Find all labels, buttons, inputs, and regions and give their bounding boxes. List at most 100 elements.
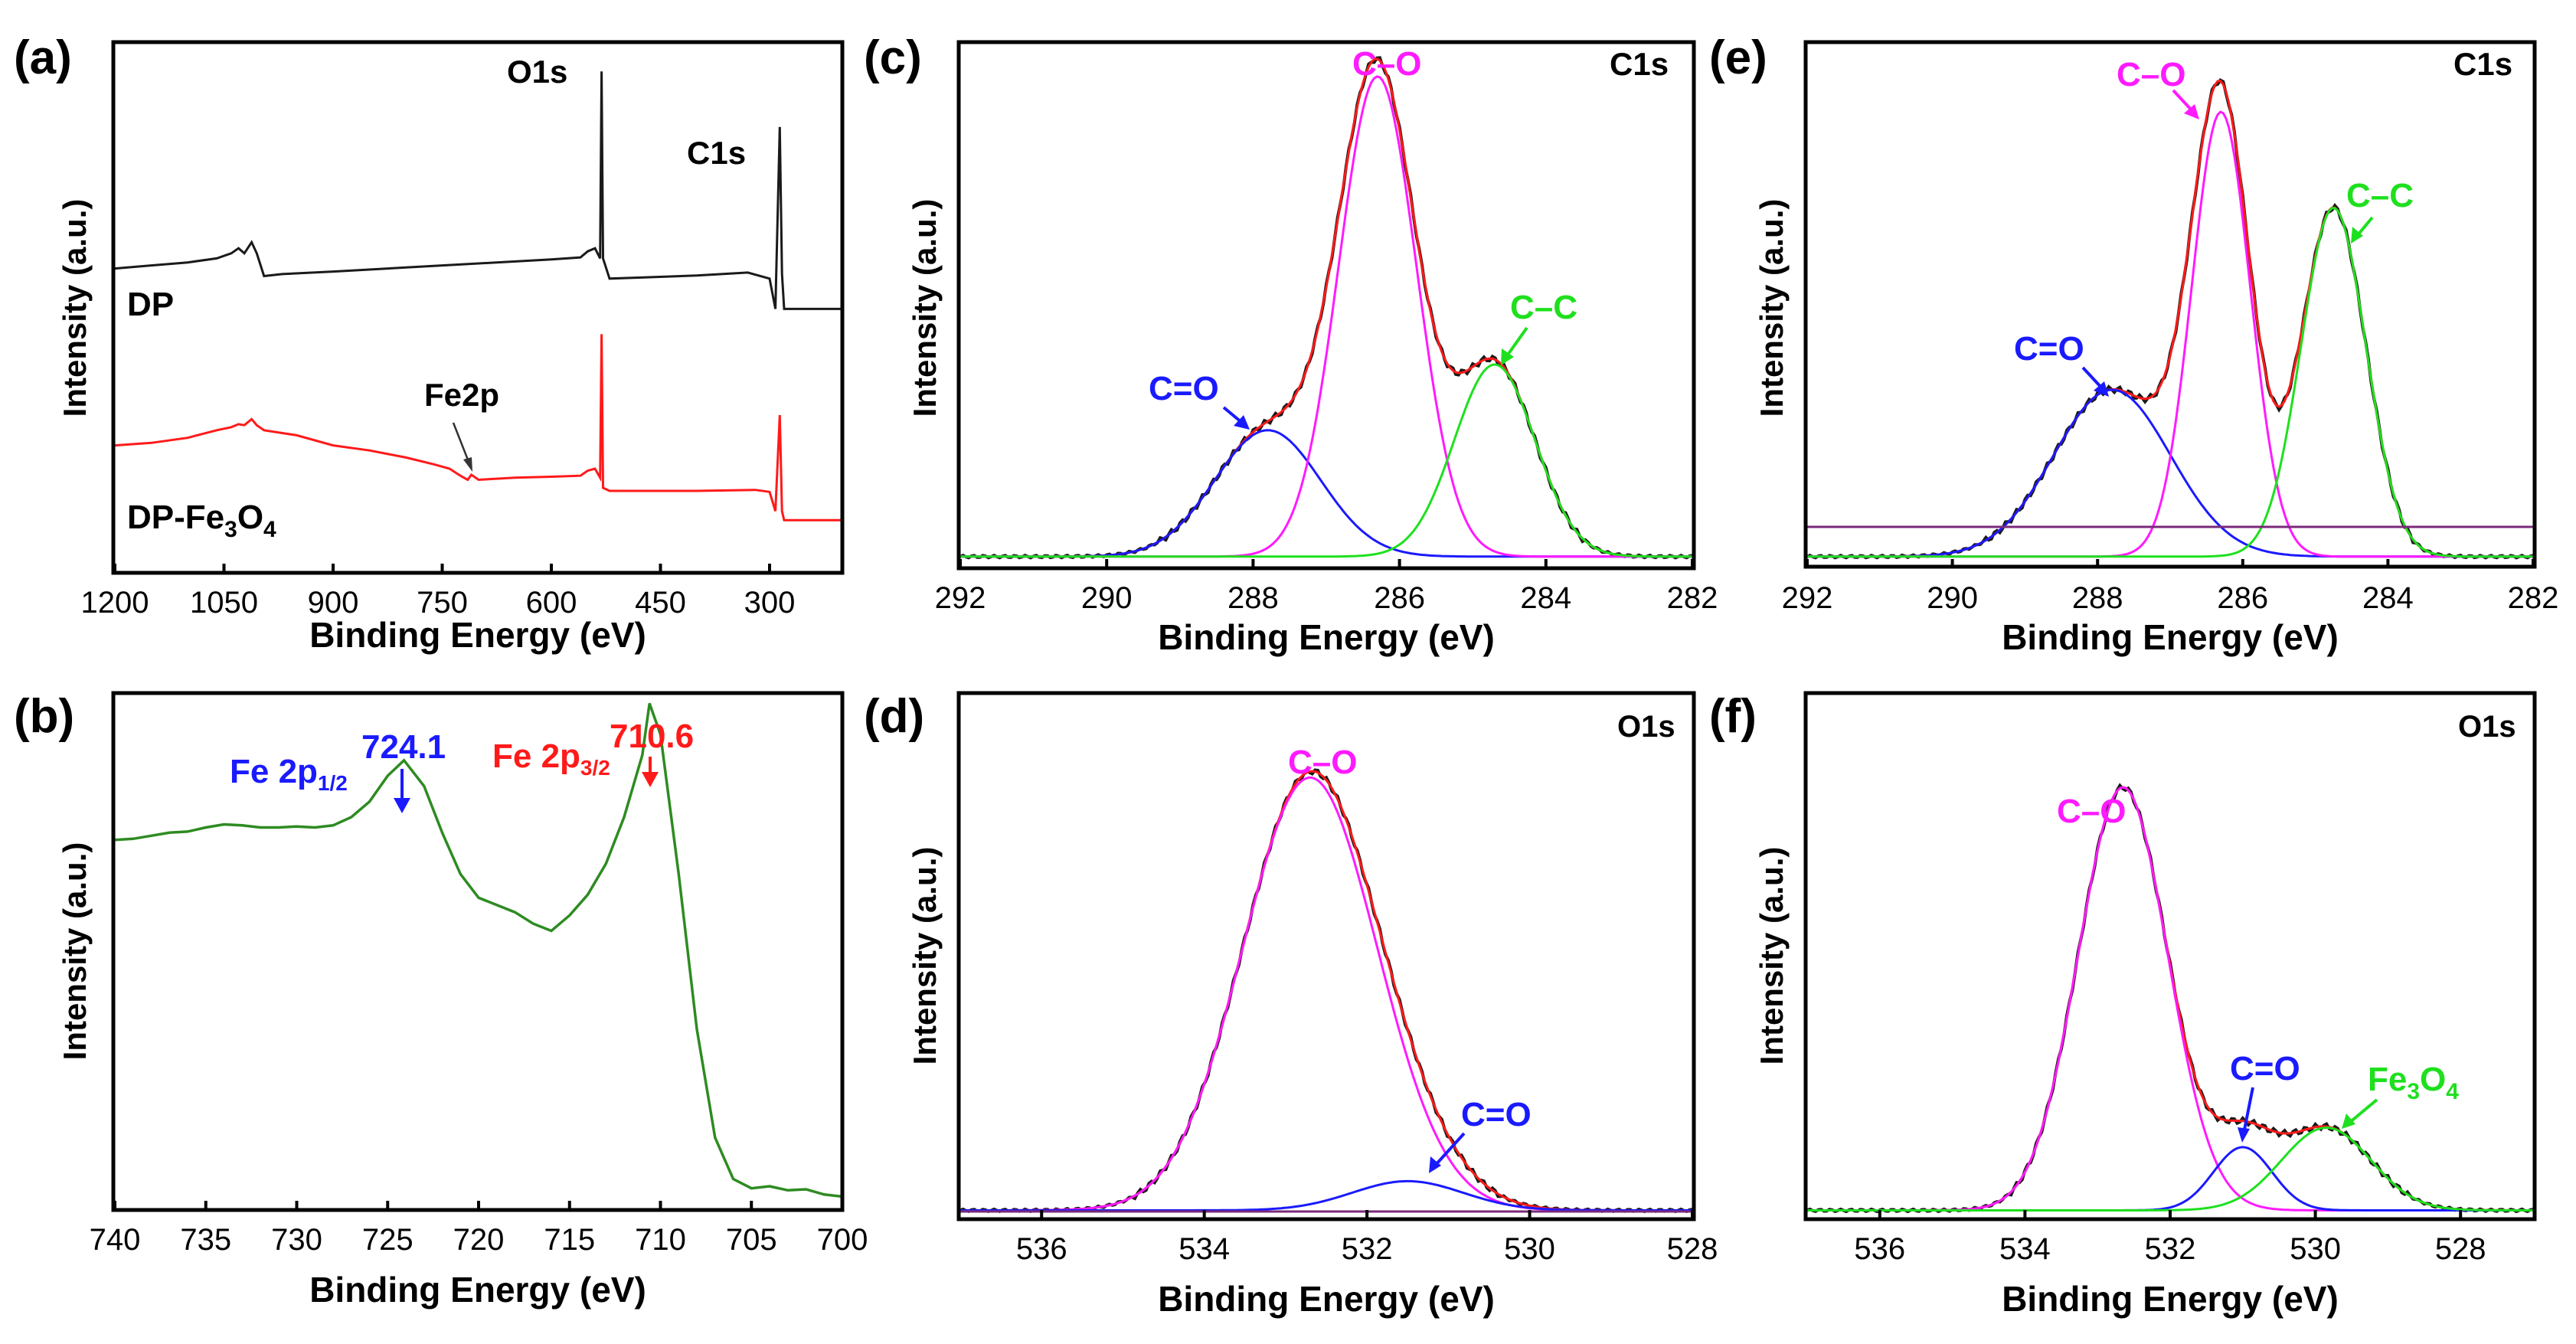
panel-b-x-ticks: 740 735 730 725 720 715 710 705 700 (90, 1201, 868, 1257)
panel-f-arrowhead-fe3o4 (2342, 1113, 2355, 1129)
panel-d-x-tick-label: 530 (1504, 1232, 1555, 1266)
panel-b-arrowhead-724 (394, 798, 410, 813)
panel-a-plot-frame (111, 40, 845, 575)
panel-b-xlabel: Binding Energy (eV) (309, 1270, 646, 1310)
panel-f-label: (f) (1709, 690, 1757, 743)
panel-c-fit-red (960, 57, 1692, 558)
panel-d: (d) 536 534 532 530 528 O1s Binding Energy (… (864, 690, 1718, 1319)
panel-d-plot-frame (956, 691, 1696, 1221)
panel-e-xlabel: Binding Energy (eV) (2002, 617, 2339, 657)
panel-c-annotation-c-single-o: C–O (1352, 45, 1421, 83)
panel-d-annotation-c-single-o: C–O (1288, 744, 1357, 781)
panel-e: (e) 292 290 288 286 284 282 C1s Binding Energ… (1709, 31, 2558, 657)
panel-a-x-tick-label: 300 (744, 586, 796, 620)
panel-f-x-tick-label: 530 (2290, 1232, 2341, 1266)
panel-d-xlabel: Binding Energy (eV) (1158, 1279, 1495, 1319)
panel-d-envelope-black (959, 767, 1693, 1214)
panel-c-x-tick-label: 288 (1228, 581, 1279, 615)
panel-d-x-tick-label: 528 (1667, 1232, 1718, 1266)
panel-e-ylabel: Intensity (a.u.) (1754, 199, 1790, 417)
panel-c-annotation-c-c: C–C (1510, 289, 1577, 326)
panel-a-line-dp-fe3o4 (114, 334, 842, 522)
panel-f-title: O1s (2458, 710, 2516, 744)
panel-e-annotation-c-c: C–C (2346, 177, 2414, 214)
panel-b-x-tick-label: 725 (362, 1223, 414, 1257)
panel-a-x-tick-label: 600 (526, 586, 577, 620)
panel-b-annotation-fe2p32: Fe 2p3/2 (492, 737, 610, 780)
panel-d-annotation-c-double-o: C=O (1461, 1096, 1532, 1133)
panel-f-peak-fe3o4 (1807, 1126, 2533, 1212)
panel-b-x-tick-label: 710 (635, 1223, 686, 1257)
panel-f-peak-c-double-o (1807, 1146, 2533, 1212)
panel-c-arrowhead-c-c (1501, 348, 1514, 365)
panel-b-annotation-724: 724.1 (361, 728, 446, 766)
panel-c-ylabel: Intensity (a.u.) (907, 199, 943, 417)
panel-e-envelope-black (1806, 77, 2534, 560)
panel-a-x-tick-label: 900 (308, 586, 359, 620)
panel-c-arrowhead-c-double-o (1234, 415, 1250, 430)
panel-f-x-tick-label: 528 (2435, 1232, 2486, 1266)
panel-d-x-tick-label: 534 (1178, 1232, 1230, 1266)
panel-a-annotation-o1s: O1s (507, 54, 567, 90)
panel-a: (a) 1200 1050 900 750 600 450 300 Binding Ener… (14, 31, 845, 655)
panel-b-line-fe2p (114, 702, 843, 1198)
panel-f-arrowhead-c-double-o (2238, 1127, 2250, 1143)
panel-e-x-tick-label: 284 (2362, 581, 2414, 615)
panel-e-arrow-c-single-o (2172, 89, 2195, 113)
panel-d-x-tick-label: 536 (1016, 1232, 1067, 1266)
panel-e-x-tick-label: 292 (1782, 581, 1833, 615)
panel-e-arrow-c-double-o (2081, 366, 2104, 391)
panel-c-x-tick-label: 282 (1667, 581, 1718, 615)
panel-f-x-ticks: 536 534 532 530 528 (1854, 1210, 2486, 1266)
panel-e-annotation-c-double-o: C=O (2014, 330, 2084, 368)
panel-d-peak-c-double-o (960, 1179, 1692, 1212)
panel-e-label: (e) (1709, 31, 1767, 84)
panel-c-plot-frame (956, 40, 1696, 571)
panel-e-arrowhead-c-single-o (2184, 104, 2199, 119)
panel-f: (f) 536 534 532 530 528 O1s Binding Energy (… (1709, 690, 2537, 1319)
panel-b-x-tick-label: 715 (544, 1223, 595, 1257)
panel-a-x-ticks: 1200 1050 900 750 600 450 300 (81, 564, 796, 620)
panel-c-x-tick-label: 286 (1374, 581, 1425, 615)
panel-c-peak-c-c (960, 363, 1692, 558)
panel-a-label: (a) (14, 31, 72, 84)
panel-d-x-tick-label: 532 (1342, 1232, 1393, 1266)
panel-f-peak-c-single-o (1807, 786, 2533, 1212)
panel-e-title: C1s (2453, 46, 2512, 82)
panel-a-annotation-c1s: C1s (687, 135, 746, 171)
panel-d-x-ticks: 536 534 532 530 528 (1016, 1210, 1718, 1266)
panel-b: (b) 740 735 730 725 720 715 710 705 700 Binding … (14, 690, 868, 1310)
panel-d-title: O1s (1617, 710, 1675, 744)
panel-e-x-tick-label: 288 (2072, 581, 2123, 615)
panel-d-label: (d) (864, 690, 924, 743)
panel-a-line-dp (114, 71, 842, 310)
panel-a-x-tick-label: 1200 (81, 586, 149, 620)
panel-f-x-tick-label: 532 (2145, 1232, 2196, 1266)
panel-a-xlabel: Binding Energy (eV) (309, 615, 646, 655)
panel-c-x-tick-label: 292 (935, 581, 986, 615)
panel-e-annotation-c-single-o: C–O (2117, 56, 2185, 93)
panel-c-xlabel: Binding Energy (eV) (1158, 617, 1495, 657)
panel-d-ylabel: Intensity (a.u.) (907, 847, 943, 1065)
panel-e-peak-c-double-o (1807, 388, 2533, 558)
panel-f-arrow-c-double-o (2242, 1087, 2254, 1134)
panel-f-ylabel: Intensity (a.u.) (1754, 847, 1790, 1065)
panel-a-fe2p-arrowhead (463, 457, 472, 472)
panel-c-title: C1s (1610, 46, 1669, 82)
panel-e-x-tick-label: 286 (2217, 581, 2268, 615)
panel-c-x-tick-label: 284 (1520, 581, 1571, 615)
panel-a-series-dpfe3o4 (114, 334, 842, 522)
panel-d-arrow-c-double-o (1433, 1132, 1466, 1167)
panel-c: (c) 292 290 288 286 284 282 C1s Binding Energ… (864, 31, 1718, 657)
panel-f-annotation-c-double-o: C=O (2230, 1050, 2300, 1087)
panel-a-x-tick-label: 1050 (190, 586, 258, 620)
panel-f-annotation-fe3o4: Fe3O4 (2368, 1061, 2459, 1104)
panel-b-x-tick-label: 735 (180, 1223, 231, 1257)
panel-e-arrowhead-c-double-o (2094, 381, 2109, 397)
panel-b-label: (b) (14, 690, 74, 743)
panel-a-annotation-dp: DP (127, 286, 174, 323)
panel-c-annotation-c-double-o: C=O (1149, 370, 1219, 407)
panel-f-xlabel: Binding Energy (eV) (2002, 1279, 2339, 1319)
panel-d-peak-c-single-o (960, 776, 1692, 1212)
